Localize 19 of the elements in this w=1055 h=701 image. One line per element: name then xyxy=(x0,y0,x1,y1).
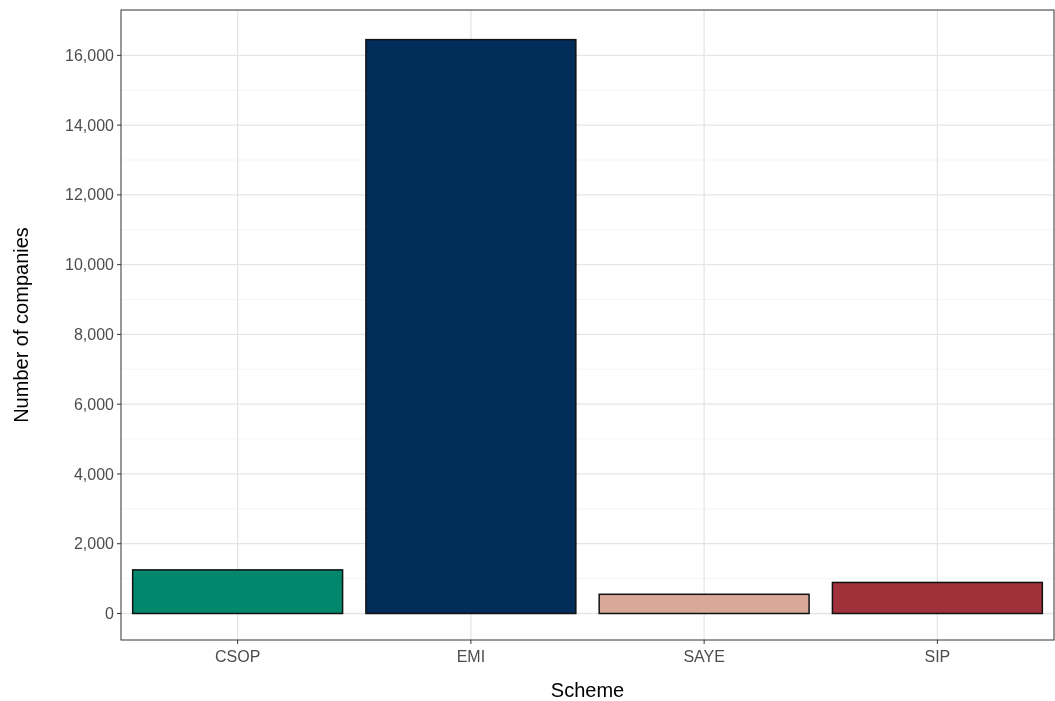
bar xyxy=(598,593,810,615)
y-tick-label: 10,000 xyxy=(65,256,115,274)
x-tick-label: SAYE xyxy=(683,648,725,665)
x-tick-label: EMI xyxy=(456,648,486,665)
y-tick-label: 8,000 xyxy=(73,326,115,344)
bar xyxy=(831,581,1044,615)
x-axis-title: Scheme xyxy=(550,679,625,701)
y-tick-label: 12,000 xyxy=(65,186,115,204)
y-tick-label: 14,000 xyxy=(65,116,115,134)
y-tick-label: 2,000 xyxy=(73,535,115,553)
y-tick-label: 4,000 xyxy=(73,465,115,483)
bar xyxy=(365,38,577,615)
bar xyxy=(131,569,344,615)
x-tick-label: SIP xyxy=(924,648,951,665)
y-axis-title: Number of companies xyxy=(10,227,32,423)
y-tick-label: 0 xyxy=(105,605,115,623)
y-tick-label: 6,000 xyxy=(73,395,115,413)
x-tick-label: CSOP xyxy=(214,648,261,665)
y-tick-label: 16,000 xyxy=(65,46,115,64)
